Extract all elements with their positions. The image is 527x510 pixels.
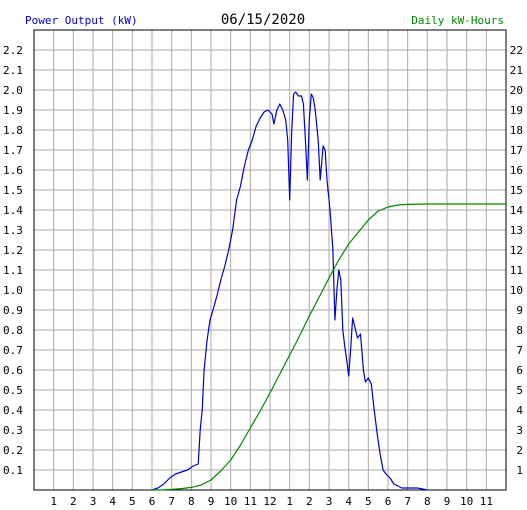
y-right-tick-label: 15 [510,184,523,197]
y-left-tick-label: 0.6 [3,364,23,377]
y-right-tick-label: 13 [510,224,523,237]
y-left-tick-label: 1.9 [3,104,23,117]
y-right-tick-label: 8 [516,324,523,337]
x-tick-label: 2 [70,495,77,508]
y-left-tick-label: 0.1 [3,464,23,477]
y-right-tick-label: 19 [510,104,523,117]
x-tick-label: 12 [263,495,276,508]
x-tick-label: 6 [385,495,392,508]
chart-title: 06/15/2020 [221,12,305,28]
x-tick-label: 9 [208,495,215,508]
y-right-tick-label: 5 [516,384,523,397]
y-left-tick-label: 1.3 [3,224,23,237]
y-right-tick-label: 6 [516,364,523,377]
y-left-tick-label: 0.3 [3,424,23,437]
x-tick-label: 10 [460,495,473,508]
x-tick-label: 11 [480,495,493,508]
y-right-tick-label: 11 [510,264,523,277]
y-right-tick-label: 1 [516,464,523,477]
y-right-tick-label: 2 [516,444,523,457]
x-tick-label: 8 [188,495,195,508]
y-right-tick-label: 20 [510,84,523,97]
energy-series-line [152,203,506,491]
y-left-label: Power Output (kW) [25,14,138,27]
y-right-tick-label: 18 [510,124,523,137]
x-tick-label: 7 [168,495,175,508]
y-left-tick-label: 0.9 [3,304,23,317]
x-tick-label: 4 [345,495,352,508]
y-left-tick-label: 0.4 [3,404,23,417]
x-tick-label: 3 [326,495,333,508]
y-left-tick-label: 1.6 [3,164,23,177]
y-left-tick-label: 0.5 [3,384,23,397]
y-left-tick-label: 1.5 [3,184,23,197]
y-right-tick-label: 10 [510,284,523,297]
y-right-tick-label: 7 [516,344,523,357]
y-left-tick-label: 0.2 [3,444,23,457]
y-right-tick-label: 21 [510,64,523,77]
x-tick-label: 9 [444,495,451,508]
y-left-tick-label: 0.7 [3,344,23,357]
y-right-tick-label: 9 [516,304,523,317]
power-series-line [151,91,428,491]
y-left-tick-label: 1.8 [3,124,23,137]
y-right-tick-label: 12 [510,244,523,257]
y-left-tick-label: 1.0 [3,284,23,297]
y-left-tick-label: 2.0 [3,84,23,97]
y-left-tick-label: 2.1 [3,64,23,77]
y-left-tick-label: 0.8 [3,324,23,337]
y-left-tick-label: 1.7 [3,144,23,157]
x-tick-label: 3 [90,495,97,508]
y-left-tick-label: 2.2 [3,44,23,57]
y-right-tick-label: 4 [516,404,523,417]
y-right-tick-label: 3 [516,424,523,437]
x-tick-label: 1 [50,495,57,508]
x-tick-label: 1 [286,495,293,508]
y-right-tick-label: 22 [510,44,523,57]
y-left-tick-label: 1.1 [3,264,23,277]
x-tick-label: 2 [306,495,313,508]
y-left-tick-label: 1.2 [3,244,23,257]
grid [34,30,506,490]
x-tick-label: 4 [109,495,116,508]
series-layer [151,91,506,491]
plot-frame [33,29,507,491]
x-tick-label: 11 [244,495,257,508]
x-tick-label: 5 [365,495,372,508]
y-right-label: Daily kW-Hours [411,14,504,27]
y-left-tick-label: 1.4 [3,204,23,217]
tick-labels: 1 2 3 4 5 6 7 8 9 10 11 12 1 2 3 4 5 6 7 8 9 10 110.10.20.30.4… [3,44,523,508]
x-tick-label: 7 [404,495,411,508]
y-right-tick-label: 17 [510,144,523,157]
x-tick-label: 6 [149,495,156,508]
y-right-tick-label: 16 [510,164,523,177]
x-tick-label: 8 [424,495,431,508]
x-tick-label: 5 [129,495,136,508]
y-right-tick-label: 14 [510,204,524,217]
x-tick-label: 10 [224,495,237,508]
